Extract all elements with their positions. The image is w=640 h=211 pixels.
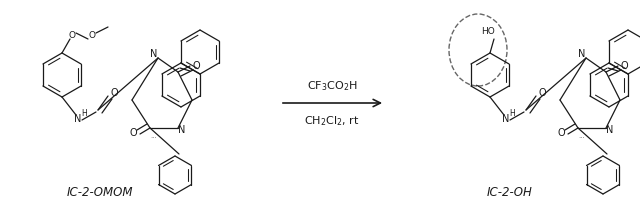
Text: O: O bbox=[68, 31, 76, 39]
Text: H: H bbox=[81, 110, 87, 119]
Text: HO: HO bbox=[481, 27, 495, 35]
Text: O: O bbox=[88, 31, 95, 39]
Text: ···: ··· bbox=[150, 135, 157, 141]
Text: N: N bbox=[74, 114, 82, 124]
Text: ···: ··· bbox=[579, 135, 586, 141]
Text: IC-2-OMOM: IC-2-OMOM bbox=[67, 187, 133, 199]
Text: IC-2-OH: IC-2-OH bbox=[487, 187, 533, 199]
Text: O: O bbox=[538, 88, 546, 98]
Text: N: N bbox=[502, 114, 509, 124]
Text: H: H bbox=[509, 110, 515, 119]
Text: CH$_2$Cl$_2$, rt: CH$_2$Cl$_2$, rt bbox=[304, 114, 360, 128]
Text: O: O bbox=[192, 61, 200, 71]
Text: CF$_3$CO$_2$H: CF$_3$CO$_2$H bbox=[307, 79, 357, 93]
Text: N: N bbox=[579, 49, 586, 59]
Text: O: O bbox=[110, 88, 118, 98]
Text: N: N bbox=[606, 125, 614, 135]
Text: N: N bbox=[179, 125, 186, 135]
Text: N: N bbox=[150, 49, 157, 59]
Text: O: O bbox=[129, 128, 137, 138]
Text: O: O bbox=[620, 61, 628, 71]
Text: O: O bbox=[557, 128, 565, 138]
